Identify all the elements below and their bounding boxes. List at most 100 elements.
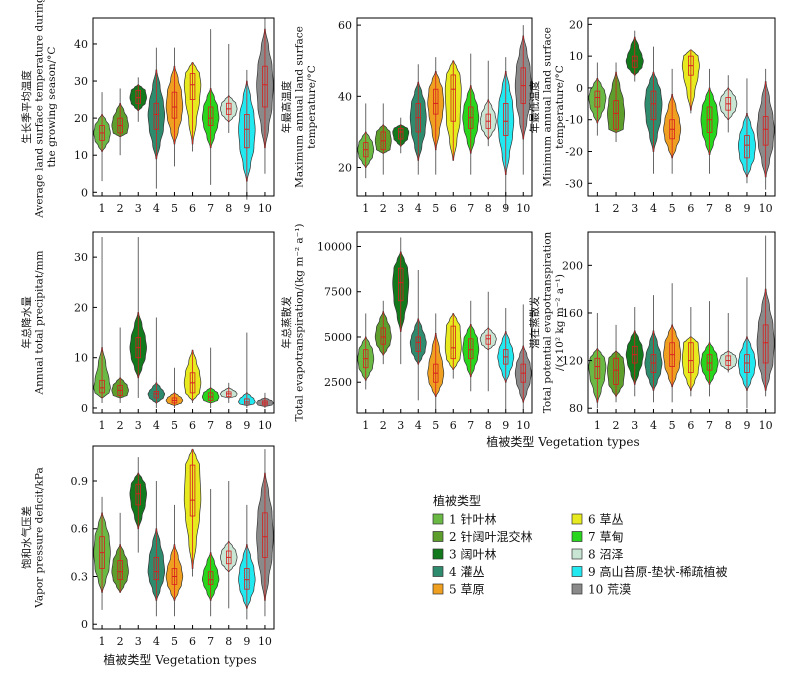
y-axis-label-line: Vapor pressure deficit/kPa [34,467,46,609]
x-tick-label: 9 [243,419,250,432]
y-axis-label-line: 年最低温度 [528,80,541,133]
violin-3-10 [756,68,775,190]
x-tick-label: 5 [171,419,178,432]
iqr-box [415,336,421,352]
y-tick-label: -30 [565,177,583,190]
x-tick-label: 6 [189,635,196,648]
violin-2-2 [374,103,392,175]
x-tick-label: 4 [153,202,160,215]
violin-3-7 [700,68,719,174]
y-axis-label-line: 年总降水量 [20,296,33,349]
violin-6-5 [663,283,682,403]
legend-label: 7 草甸 [588,530,623,544]
x-tick-label: 8 [725,202,732,215]
iqr-box [688,342,694,373]
legend-swatch [432,531,444,542]
x-tick-label: 10 [516,419,530,432]
y-tick-label: 10000 [317,240,352,253]
violin-2-3 [392,117,410,154]
violin-3-1 [588,62,607,136]
iqr-box [171,91,178,119]
violin-6-9 [738,277,756,409]
x-tick-label: 3 [397,202,404,215]
iqr-box [468,338,474,360]
legend-item: 7 草甸 [571,530,623,544]
violin-4-4 [147,317,166,408]
x-tick-label: 6 [687,202,694,215]
y-tick-label: 0 [576,82,583,95]
legend-item: 10 荒漠 [571,583,631,597]
y-axis-label-line: 潜在蒸散发 [528,296,541,349]
x-tick-label: 4 [153,635,160,648]
y-tick-label: 200 [562,259,583,272]
y-tick-label: 20 [338,162,352,175]
iqr-box [433,88,439,115]
y-axis-label: 年最低温度Minimum annual land surfacetemperat… [528,27,566,187]
x-tick-label: 6 [687,419,694,432]
x-tick-label: 3 [631,419,638,432]
violin-5-3 [392,237,410,365]
legend-label: 1 针叶林 [449,512,496,527]
axes-frame [92,17,275,197]
violin-5-2 [374,300,392,365]
iqr-box [450,325,456,360]
x-tick-label: 10 [759,419,773,432]
iqr-box [117,560,123,581]
x-tick-label: 6 [450,202,457,215]
x-tick-label: 7 [706,202,713,215]
x-tick-label: 2 [613,202,620,215]
iqr-box [594,90,601,108]
violin-2-5 [427,57,445,175]
iqr-box [706,354,713,371]
iqr-box [189,464,196,517]
violin-2-7 [462,53,480,175]
axes-frame [356,231,533,414]
y-axis-label-line: 饱和水气压差 [20,506,33,569]
axes-frame [356,17,533,197]
violin-7-10 [256,449,274,617]
iqr-box [153,556,160,581]
violin-1-1 [93,92,111,182]
violin-5-8 [479,291,497,392]
violin-1-4 [147,47,166,189]
legend-swatch [571,566,583,577]
x-tick-label: 3 [397,419,404,432]
legend: 植被类型 1 针叶林 2 针阔叶混交林 3 阔叶林 4 灌丛 5 草原 6 草丛 7 草甸 8… [432,493,728,597]
violin-7-3 [129,457,147,553]
violin-1-5 [165,47,184,167]
y-axis-label: 生长季平均温度Average land surface temperature … [20,0,58,219]
violin-5-4 [409,270,427,401]
x-tick-label: 8 [485,202,492,215]
violin-4-10 [256,392,274,408]
violin-3-2 [607,62,626,142]
x-tick-label: 3 [135,202,142,215]
x-tick-label: 8 [485,419,492,432]
iqr-box [380,327,386,345]
axes-frame [92,445,275,630]
y-axis-label-line: 年总蒸散发 [280,296,293,349]
legend-label: 9 高山苔原-垫状-稀疏植被 [588,564,728,579]
legend-item: 5 草原 [432,583,484,597]
violin-3-4 [644,46,663,174]
y-tick-label: 10 [569,50,583,63]
legend-item: 9 高山苔原-垫状-稀疏植被 [571,564,728,579]
legend-swatch [432,548,444,560]
y-tick-label: 60 [338,19,352,32]
y-axis-label-line: temperature/°C [554,65,566,149]
x-tick-label: 8 [225,635,232,648]
panel-6: 80 120 160 200 1 2 3 4 5 6 7 8 9 10 潜在蒸散发Total potenti… [528,231,776,432]
iqr-box [135,89,142,104]
x-tick-label: 5 [669,419,676,432]
x-tick-label: 1 [362,419,369,432]
y-tick-label: 7500 [324,286,352,299]
iqr-box [262,65,268,108]
x-tick-label: 10 [759,202,773,215]
y-tick-label: 40 [338,90,352,103]
violin-5-7 [462,300,480,392]
iqr-box [244,114,250,149]
iqr-box [207,106,214,126]
violin-6-6 [681,307,700,397]
iqr-box [207,571,214,585]
iqr-box [135,483,142,506]
x-tick-label: 1 [362,202,369,215]
